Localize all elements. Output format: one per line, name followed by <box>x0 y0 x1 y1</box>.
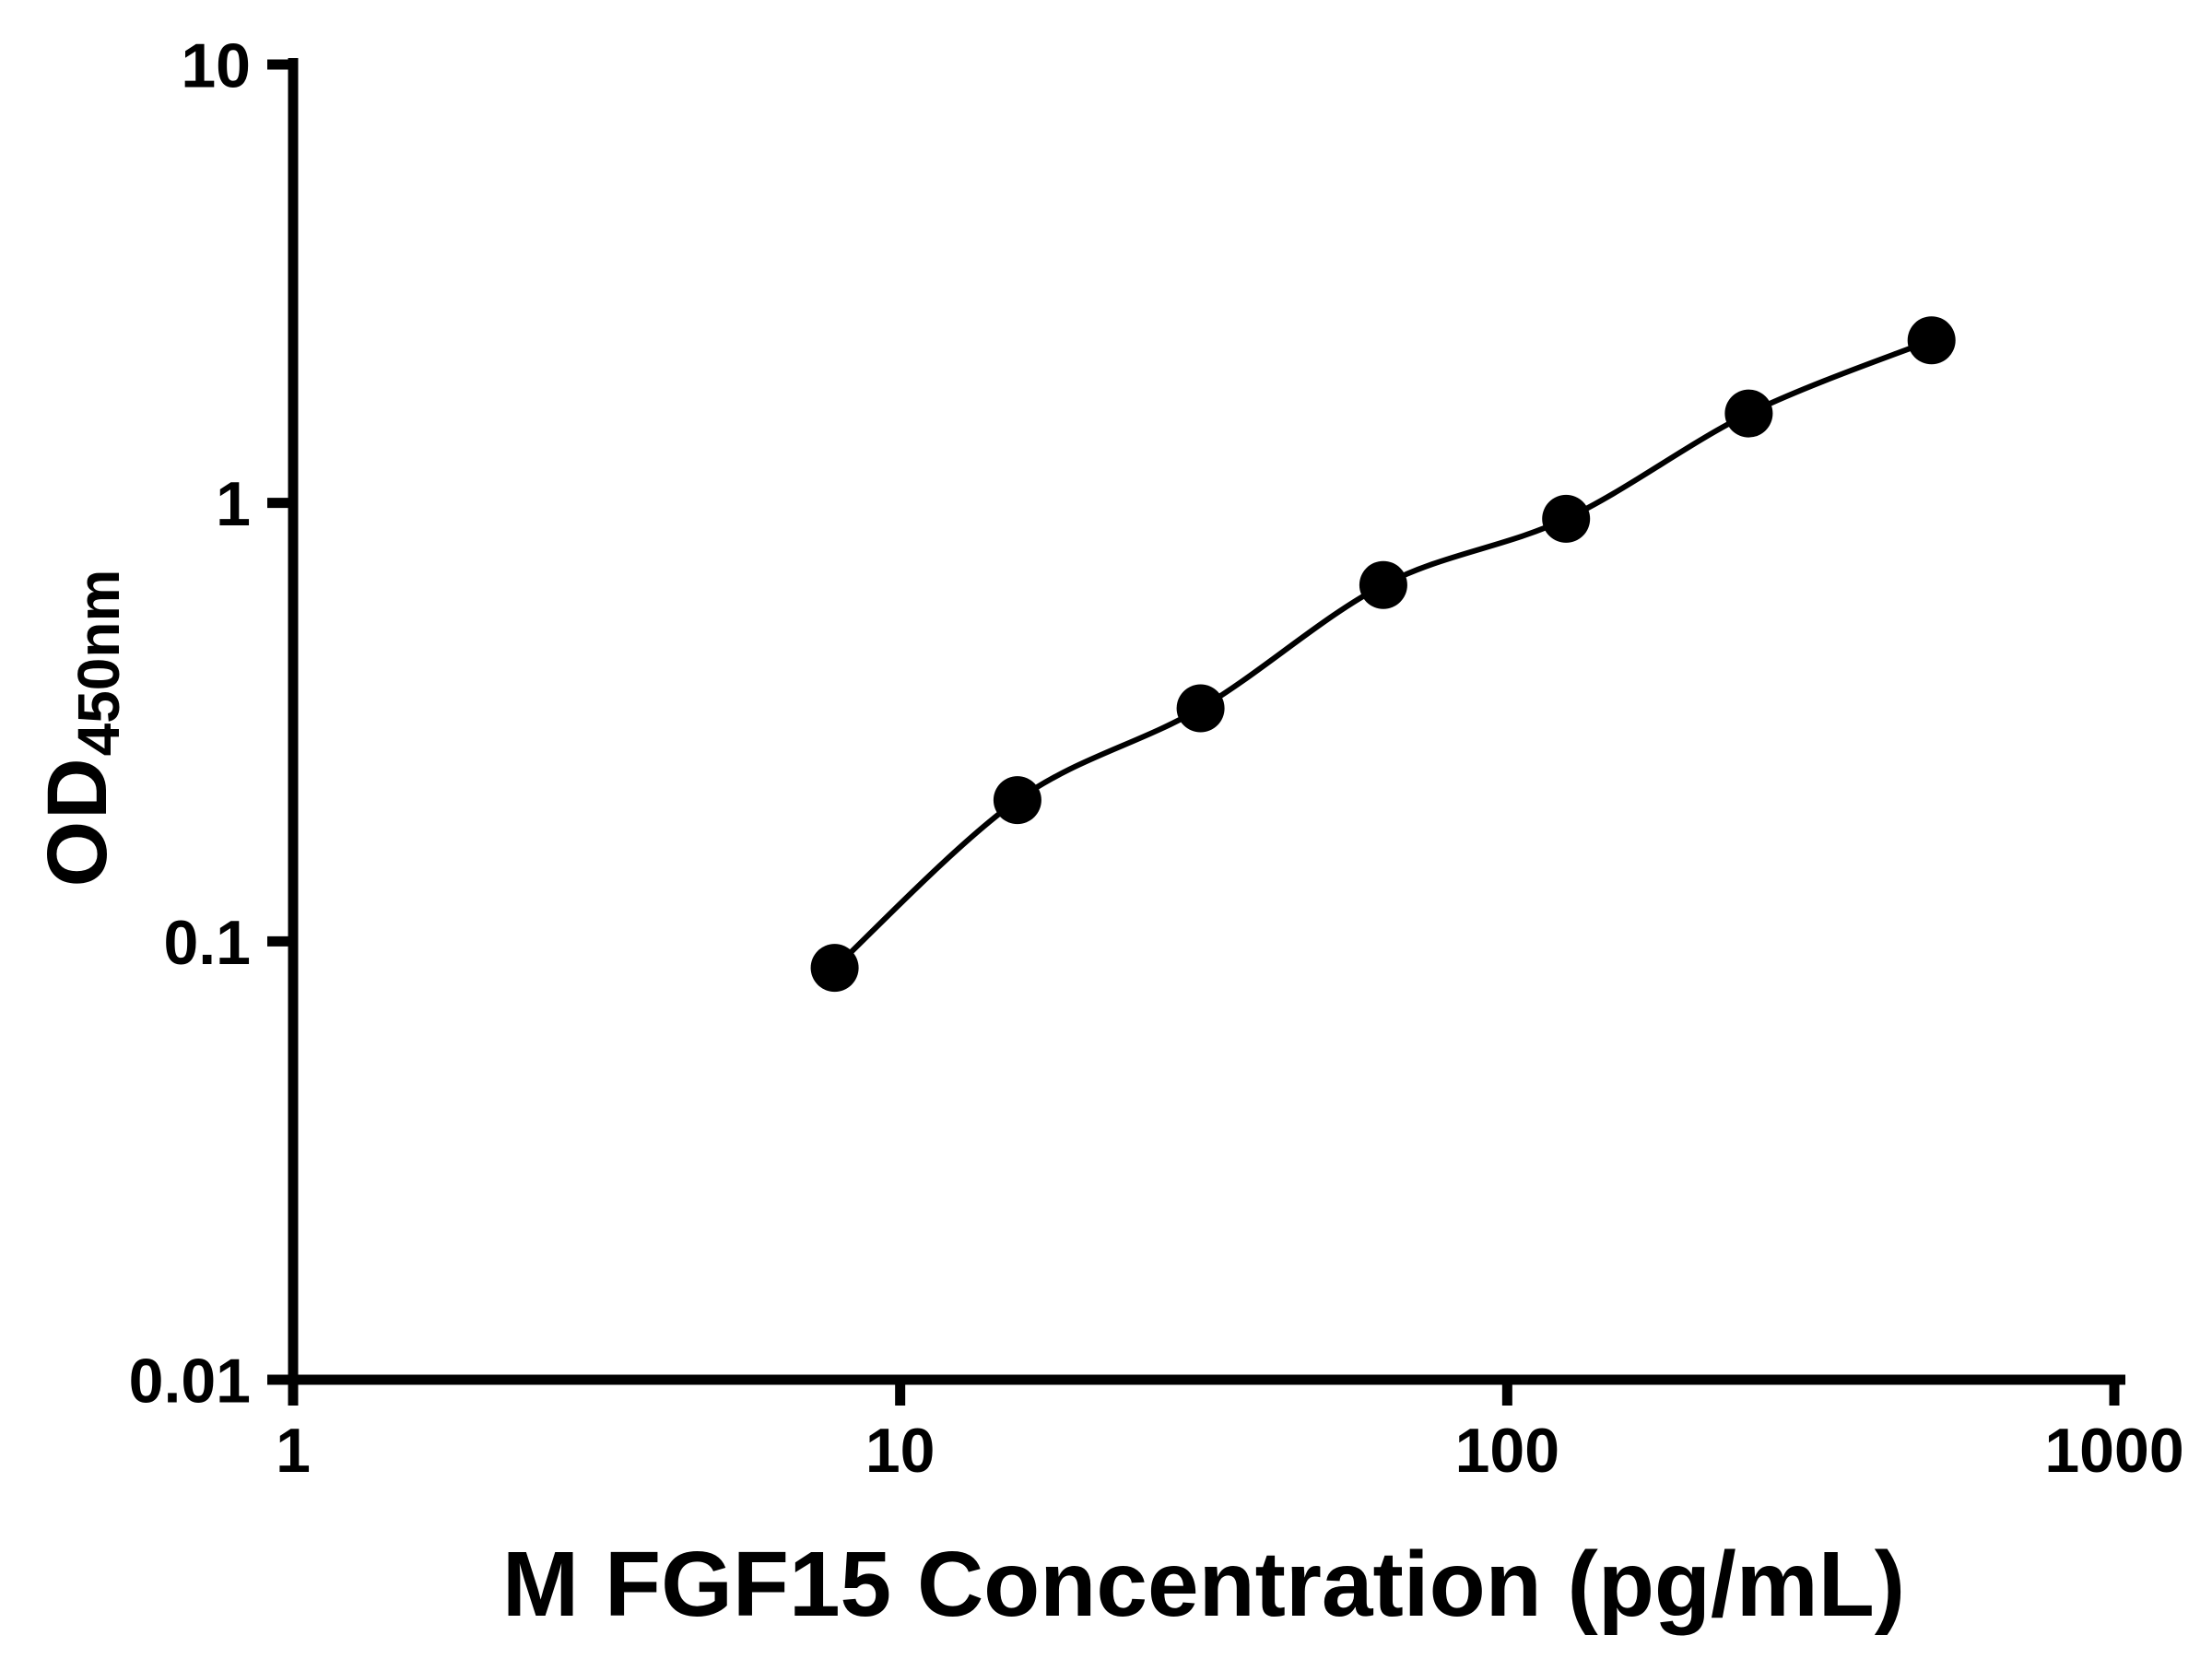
x-tick-label: 1 <box>276 1416 311 1486</box>
data-point-marker <box>1176 684 1225 733</box>
x-tick-label: 10 <box>865 1416 935 1486</box>
data-point-marker <box>810 944 859 993</box>
data-point-marker <box>993 776 1041 825</box>
y-tick-label: 10 <box>181 30 251 100</box>
y-axis-title-main: OD <box>30 756 124 888</box>
standard-curve-line <box>832 337 1933 971</box>
data-point-marker <box>1359 560 1407 609</box>
y-axis-title: OD450nm <box>29 570 133 888</box>
x-tick-label: 100 <box>1455 1416 1559 1486</box>
data-point-marker <box>1907 316 1956 365</box>
y-axis-title-subscript: 450nm <box>65 569 132 757</box>
x-axis-title: M FGF15 Concentration (pg/mL) <box>501 1533 1906 1636</box>
y-tick-label: 0.1 <box>163 908 251 978</box>
data-point-marker <box>1724 389 1773 438</box>
y-tick-label: 1 <box>216 469 251 539</box>
data-point-marker <box>1542 494 1591 543</box>
y-tick-label: 0.01 <box>129 1346 251 1416</box>
x-tick-label: 1000 <box>2044 1416 2183 1486</box>
